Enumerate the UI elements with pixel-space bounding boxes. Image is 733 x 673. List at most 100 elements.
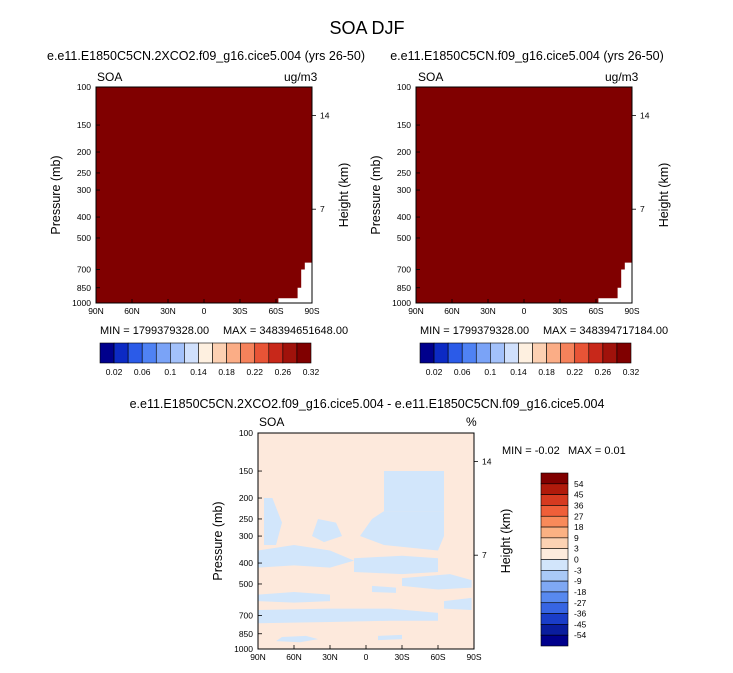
y-tick-label: 300 xyxy=(239,531,253,541)
panel-2-units: ug/m3 xyxy=(605,70,639,84)
negative-anomaly-region xyxy=(276,635,318,643)
colorbar-label: 0.26 xyxy=(595,367,612,377)
y-tick-label: 700 xyxy=(77,265,91,275)
y-tick-label: 250 xyxy=(77,168,91,178)
panel-1-min-label: MIN = 1799379328.00 xyxy=(100,325,210,337)
x-tick-label: 0 xyxy=(364,652,369,662)
y-tick-label: 250 xyxy=(397,168,411,178)
x-tick-label: 90N xyxy=(250,652,266,662)
colorbar-label: -3 xyxy=(574,565,582,575)
panel-3-max-label: MAX = 0.01 xyxy=(568,445,626,457)
y-tick-label: 700 xyxy=(397,265,411,275)
x-tick-label: 90S xyxy=(466,652,481,662)
y-tick-label: 100 xyxy=(77,82,91,92)
data-field xyxy=(416,87,632,303)
colorbar-label: 18 xyxy=(574,522,584,532)
colorbar-label: 0.18 xyxy=(218,367,235,377)
right-axis-label: Height (km) xyxy=(337,163,351,228)
colorbar-label: 0 xyxy=(574,555,579,565)
colorbar-label: 0.1 xyxy=(164,367,176,377)
panel-1-units: ug/m3 xyxy=(284,70,318,84)
x-tick-label: 30N xyxy=(480,306,496,316)
x-tick-label: 30N xyxy=(160,306,176,316)
y-axis-label: Pressure (mb) xyxy=(49,155,63,234)
y-axis-label: Pressure (mb) xyxy=(211,501,225,580)
height-tick-label: 7 xyxy=(640,204,645,214)
colorbar-label: 0.22 xyxy=(246,367,263,377)
colorbar-label: 0.32 xyxy=(623,367,640,377)
y-tick-label: 1000 xyxy=(72,298,91,308)
panel-2-min-label: MIN = 1799379328.00 xyxy=(420,325,530,337)
y-tick-label: 300 xyxy=(77,185,91,195)
negative-anomaly-region xyxy=(360,511,444,551)
x-tick-label: 60S xyxy=(588,306,603,316)
panel-1-left-label: SOA xyxy=(97,70,123,84)
y-tick-label: 200 xyxy=(77,147,91,157)
y-tick-label: 850 xyxy=(239,629,253,639)
colorbar-label: 0.26 xyxy=(275,367,292,377)
colorbar-label: 0.32 xyxy=(303,367,320,377)
y-tick-label: 200 xyxy=(397,147,411,157)
x-tick-label: 30S xyxy=(394,652,409,662)
colorbar-label: 45 xyxy=(574,490,584,500)
colorbar-swatch xyxy=(540,548,569,560)
x-tick-label: 30S xyxy=(552,306,567,316)
colorbar-label: 27 xyxy=(574,511,584,521)
page-title: SOA DJF xyxy=(329,18,405,38)
negative-anomaly-region xyxy=(384,471,444,512)
colorbar-label: 36 xyxy=(574,500,584,510)
missing-data-region xyxy=(598,262,632,303)
panel-3-title: e.e11.E1850C5CN.2XCO2.f09_g16.cice5.004 … xyxy=(129,397,605,411)
height-tick-label: 14 xyxy=(640,110,650,120)
y-tick-label: 500 xyxy=(397,233,411,243)
colorbar-swatch xyxy=(540,570,569,582)
y-tick-label: 250 xyxy=(239,514,253,524)
negative-anomaly-region xyxy=(258,592,330,603)
x-tick-label: 90S xyxy=(304,306,319,316)
y-axis-label: Pressure (mb) xyxy=(369,155,383,234)
x-tick-label: 90S xyxy=(624,306,639,316)
height-tick-label: 7 xyxy=(320,204,325,214)
colorbar-label: 0.22 xyxy=(566,367,583,377)
panel-2-left-label: SOA xyxy=(418,70,444,84)
colorbar-label: 0.14 xyxy=(510,367,527,377)
x-tick-label: 60N xyxy=(444,306,460,316)
y-tick-label: 400 xyxy=(397,212,411,222)
y-tick-label: 850 xyxy=(77,283,91,293)
negative-anomaly-region xyxy=(402,574,472,590)
x-tick-label: 90N xyxy=(408,306,424,316)
y-tick-label: 400 xyxy=(77,212,91,222)
negative-anomaly-region xyxy=(264,498,282,545)
panel-3-units: % xyxy=(466,415,477,429)
y-tick-label: 150 xyxy=(77,120,91,130)
colorbar-label: 0.18 xyxy=(538,367,555,377)
colorbar-label: 0.02 xyxy=(106,367,123,377)
panel-1-title: e.e11.E1850C5CN.2XCO2.f09_g16.cice5.004 … xyxy=(46,49,366,63)
colorbar-swatch xyxy=(540,559,569,571)
colorbar-label: -45 xyxy=(574,619,587,629)
height-tick-label: 14 xyxy=(320,110,330,120)
colorbar-swatch xyxy=(540,624,569,636)
negative-anomaly-region xyxy=(354,555,438,575)
y-tick-label: 200 xyxy=(239,493,253,503)
y-tick-label: 850 xyxy=(397,283,411,293)
y-tick-label: 700 xyxy=(239,611,253,621)
panel-3-min-label: MIN = -0.02 xyxy=(502,445,560,457)
negative-anomaly-region xyxy=(378,634,402,641)
colorbar-swatch xyxy=(616,342,632,364)
y-tick-label: 300 xyxy=(397,185,411,195)
panel-3-left-label: SOA xyxy=(259,415,285,429)
y-tick-label: 500 xyxy=(239,579,253,589)
colorbar-swatch xyxy=(540,526,569,539)
x-tick-label: 60N xyxy=(286,652,302,662)
x-tick-label: 30S xyxy=(232,306,247,316)
panel-2-title: e.e11.E1850C5CN.f09_g16.cice5.004 (yrs 2… xyxy=(390,49,664,63)
right-axis-label: Height (km) xyxy=(499,509,513,574)
colorbar-label: 0.1 xyxy=(484,367,496,377)
colorbar-swatch xyxy=(540,602,569,614)
negative-anomaly-region xyxy=(444,597,472,611)
colorbar-label: 0.02 xyxy=(426,367,443,377)
